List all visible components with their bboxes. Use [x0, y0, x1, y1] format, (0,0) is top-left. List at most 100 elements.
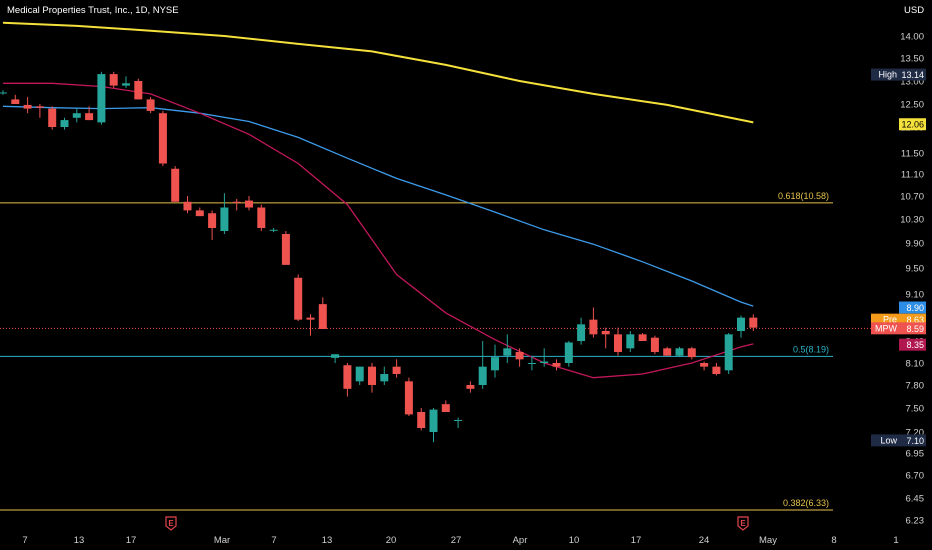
x-tick-label: Mar [214, 535, 230, 546]
candle[interactable] [417, 408, 426, 431]
candle[interactable] [195, 207, 204, 217]
candle[interactable] [503, 334, 512, 363]
candle[interactable] [0, 90, 7, 95]
x-axis[interactable]: 7 13 17 Mar 7 13 20 27 Apr 10 17 24 May 8 1 [22, 535, 898, 546]
candle[interactable] [306, 314, 315, 336]
candle[interactable] [368, 363, 376, 393]
candle[interactable] [466, 381, 475, 393]
candle[interactable] [478, 341, 487, 389]
candle[interactable] [614, 327, 622, 356]
chart-title: Medical Properties Trust, Inc., 1D, NYSE [7, 5, 179, 16]
candle[interactable] [638, 333, 647, 341]
x-tick-label: 10 [569, 535, 580, 546]
candle[interactable] [183, 196, 192, 214]
candle[interactable] [577, 317, 586, 345]
x-tick-label: 8 [831, 535, 836, 546]
candle[interactable] [72, 108, 81, 123]
candle[interactable] [122, 76, 130, 88]
candle[interactable] [60, 117, 69, 130]
x-tick-label: 27 [451, 535, 462, 546]
candle[interactable] [515, 348, 524, 367]
candle[interactable] [650, 335, 659, 355]
candle[interactable] [343, 363, 352, 397]
candle[interactable] [257, 204, 266, 231]
candle[interactable] [331, 354, 340, 363]
candle[interactable] [454, 417, 463, 428]
candle[interactable] [564, 341, 573, 367]
candle[interactable] [724, 333, 733, 374]
x-tick-label: 17 [631, 535, 642, 546]
candle[interactable] [700, 361, 709, 371]
candle[interactable] [392, 359, 401, 378]
candle[interactable] [269, 228, 278, 233]
x-tick-label: 17 [126, 535, 137, 546]
candle[interactable] [109, 71, 118, 88]
y-tick-label: 10.70 [900, 192, 924, 203]
candle[interactable] [35, 104, 44, 118]
sma-fast-line [3, 82, 754, 379]
x-tick-label: 20 [386, 535, 397, 546]
y-tick-label: 9.50 [906, 264, 925, 275]
candle[interactable] [626, 331, 635, 352]
candle[interactable] [712, 363, 721, 376]
candle[interactable] [294, 274, 303, 322]
svg-text:12.06: 12.06 [901, 120, 924, 130]
candle[interactable] [663, 346, 672, 356]
candle[interactable] [85, 106, 94, 121]
x-tick-label: 13 [322, 535, 333, 546]
x-tick-label: 24 [699, 535, 710, 546]
price-badge: 12.06 [899, 118, 926, 131]
x-tick-label: 7 [22, 535, 27, 546]
candle[interactable] [220, 193, 229, 234]
candle[interactable] [601, 327, 610, 349]
y-tick-label: 9.10 [906, 290, 925, 301]
candle[interactable] [404, 377, 413, 416]
y-tick-label: 11.10 [901, 170, 924, 181]
svg-text:E: E [740, 519, 746, 528]
candle[interactable] [48, 106, 57, 130]
candle[interactable] [281, 231, 290, 265]
candle[interactable] [318, 297, 327, 329]
candle[interactable] [208, 210, 217, 240]
candle[interactable] [527, 355, 536, 371]
candle[interactable] [158, 110, 167, 167]
y-tick-label: 7.20 [906, 428, 925, 439]
candle[interactable] [245, 196, 253, 211]
candle[interactable] [11, 94, 20, 104]
candle[interactable] [737, 315, 745, 338]
candle[interactable] [749, 314, 758, 331]
earnings-marker-icon[interactable]: E [165, 516, 177, 531]
earnings-marker-icon[interactable]: E [737, 516, 749, 531]
candle[interactable] [97, 71, 106, 125]
y-axis[interactable]: 14.0013.5013.0012.5012.0011.5011.1010.70… [900, 32, 924, 527]
candle[interactable] [491, 344, 499, 378]
fib-label: 0.618(10.58) [778, 191, 829, 201]
svg-text:8.90: 8.90 [906, 303, 924, 313]
y-tick-label: 8.10 [906, 359, 925, 370]
candle[interactable] [589, 307, 598, 338]
candle[interactable] [441, 400, 450, 412]
candlesticks[interactable] [0, 71, 758, 443]
candle[interactable] [232, 198, 241, 211]
candle[interactable] [171, 166, 180, 202]
y-tick-label: 6.23 [906, 516, 925, 527]
y-tick-label: 6.45 [906, 494, 925, 505]
candle[interactable] [540, 348, 549, 367]
candle[interactable] [146, 97, 155, 114]
fib-label: 0.5(8.19) [793, 344, 829, 354]
candle[interactable] [134, 78, 143, 100]
svg-text:MPW: MPW [875, 323, 898, 333]
price-badges: High 13.14 12.06 8.90 Pre 8.63 MPW 8.59 8.35 Low 7… [871, 68, 926, 447]
candle[interactable] [23, 97, 32, 114]
price-badge: MPW 8.59 [871, 322, 926, 335]
candle[interactable] [355, 366, 364, 385]
x-tick-label: May [759, 535, 777, 546]
candle[interactable] [687, 346, 696, 360]
candle[interactable] [552, 359, 561, 371]
candle[interactable] [429, 408, 438, 443]
candle[interactable] [380, 366, 389, 385]
candle[interactable] [675, 346, 684, 358]
svg-text:Pre: Pre [883, 315, 897, 325]
